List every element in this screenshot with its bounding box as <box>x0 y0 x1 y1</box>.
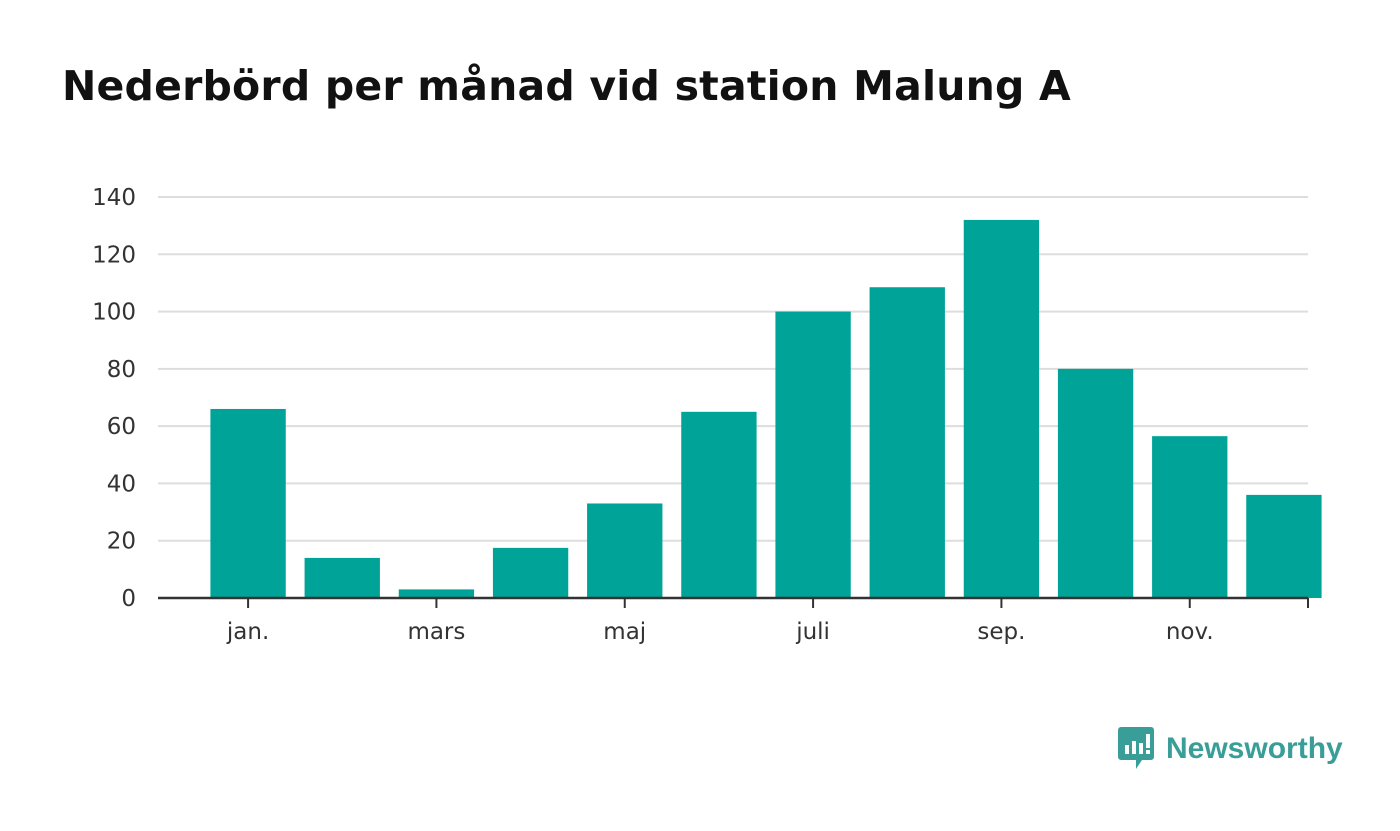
bar-chart: 0 20 40 60 80 100 120 140 jan. mars maj juli sep. no… <box>92 185 1322 645</box>
x-axis: jan. mars maj juli sep. nov. <box>158 596 1309 645</box>
bar <box>1057 368 1134 598</box>
y-axis-ticks: 0 20 40 60 80 100 120 140 <box>92 185 136 612</box>
x-tick-label: nov. <box>1166 619 1214 645</box>
y-tick-label: 60 <box>107 414 136 440</box>
bar <box>587 503 663 598</box>
x-tick-label: mars <box>407 619 465 645</box>
bar <box>1152 436 1228 598</box>
y-tick-label: 120 <box>92 242 136 268</box>
y-tick-label: 140 <box>92 185 136 211</box>
bar <box>1246 494 1322 598</box>
y-tick-label: 40 <box>107 471 136 497</box>
brand-name: Newsworthy <box>1166 732 1343 765</box>
y-tick-label: 0 <box>121 586 136 612</box>
newsworthy-brand: Newsworthy <box>1118 727 1343 771</box>
bar <box>492 547 569 598</box>
chart-title: Nederbörd per månad vid station Malung A <box>62 62 1071 110</box>
bar <box>775 311 851 598</box>
bar <box>869 287 945 598</box>
bar <box>398 589 475 598</box>
x-tick-label: sep. <box>977 619 1025 645</box>
bar <box>963 219 1040 598</box>
bar <box>681 411 757 598</box>
bar <box>210 408 286 598</box>
x-tick-label: juli <box>795 619 830 645</box>
bar-series <box>210 219 1322 598</box>
y-tick-label: 100 <box>92 300 136 326</box>
y-tick-label: 20 <box>107 529 136 555</box>
x-tick-label: jan. <box>226 619 269 645</box>
newsworthy-logo-icon <box>1118 727 1154 769</box>
y-tick-label: 80 <box>107 357 136 383</box>
x-tick-label: maj <box>603 619 646 645</box>
bar <box>304 557 380 598</box>
